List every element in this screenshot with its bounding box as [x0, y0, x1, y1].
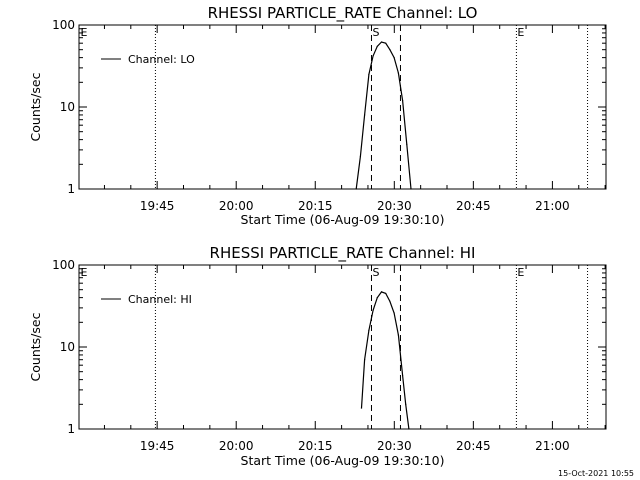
panel2-marker-label: E — [517, 266, 524, 279]
panel2-data-point — [364, 359, 366, 361]
panel2-data-point — [393, 312, 395, 314]
panel1-marker-label: E — [517, 26, 524, 39]
panel1-y-axis-label: Counts/sec — [28, 72, 43, 141]
panel2-xtick-label: 20:45 — [456, 439, 491, 453]
panel2-data-point — [408, 428, 410, 430]
panel1-data-point — [401, 99, 404, 102]
panel2-legend-label: Channel: HI — [128, 293, 192, 306]
panel1-data-point — [372, 55, 374, 57]
panel2-data-point — [385, 292, 387, 295]
panel2-data-point — [360, 407, 363, 409]
panel1-plot-frame — [78, 24, 607, 190]
panel1-x-axis-label: Start Time (06-Aug-09 19:30:10) — [241, 212, 445, 227]
panel2-data-point — [380, 291, 383, 293]
panel1-xtick-label: 20:30 — [377, 199, 412, 213]
panel1-data-point — [355, 188, 357, 190]
panel1-ytick-label: 1 — [67, 182, 75, 196]
panel2-data-point — [401, 374, 404, 377]
panel2-data-point — [397, 334, 399, 336]
panel1-data-point — [380, 41, 383, 43]
panel2-ytick-label: 100 — [52, 258, 75, 272]
panel1-ytick-label: 100 — [52, 18, 75, 32]
panel2-chart-title: RHESSI PARTICLE_RATE Channel: HI — [210, 244, 476, 263]
panel1-xtick-label: 20:00 — [219, 199, 254, 213]
panel1-xtick-label: 19:45 — [140, 199, 175, 213]
panel1-data-point — [376, 45, 378, 47]
panel1-chart-title: RHESSI PARTICLE_RATE Channel: LO — [208, 4, 478, 23]
panel1-data-point — [385, 42, 387, 44]
panel1-xtick-label: 21:00 — [535, 199, 570, 213]
panel1-xtick-label: 20:45 — [456, 199, 491, 213]
panel1-series-line — [355, 41, 412, 190]
panel1-marker-label: E — [81, 26, 88, 39]
panel1-data-point — [364, 114, 366, 116]
panel1-data-point — [397, 72, 399, 74]
panel2-marker-label: E — [81, 266, 88, 279]
panel2-data-point — [405, 403, 407, 405]
generation-timestamp: 15-Oct-2021 10:55 — [558, 469, 634, 478]
panel1-data-point — [406, 143, 408, 145]
panel1-data-point — [410, 188, 412, 190]
panel1-data-point — [393, 57, 395, 59]
panel2-xtick-label: 20:00 — [219, 439, 254, 453]
panel2-xtick-label: 19:45 — [140, 439, 175, 453]
panel1-data-point — [359, 155, 362, 157]
panel1-xtick-label: 20:15 — [298, 199, 333, 213]
panel1-legend-label: Channel: LO — [128, 53, 195, 66]
panel2-ytick-label: 10 — [60, 340, 75, 354]
panel2-data-point — [389, 300, 391, 302]
panel2-data-point — [372, 309, 374, 311]
panel2-y-axis-label: Counts/sec — [28, 312, 43, 381]
panel2-data-point — [368, 329, 370, 331]
panel2-data-point — [376, 297, 378, 299]
panel2-xtick-label: 20:15 — [298, 439, 333, 453]
panel2-marker-label: S — [372, 266, 379, 279]
panel2-x-axis-label: Start Time (06-Aug-09 19:30:10) — [241, 453, 445, 468]
panel1-data-point — [368, 73, 370, 75]
panel2-ytick-label: 1 — [67, 422, 75, 436]
panel1-data-point — [389, 49, 391, 51]
panel2-xtick-label: 20:30 — [377, 439, 412, 453]
panel2-plot-frame — [78, 264, 607, 430]
panel2-xtick-label: 21:00 — [535, 439, 570, 453]
panel1-ytick-label: 10 — [60, 100, 75, 114]
panel2-series-line — [360, 291, 410, 430]
panel1-marker-label: S — [372, 26, 379, 39]
